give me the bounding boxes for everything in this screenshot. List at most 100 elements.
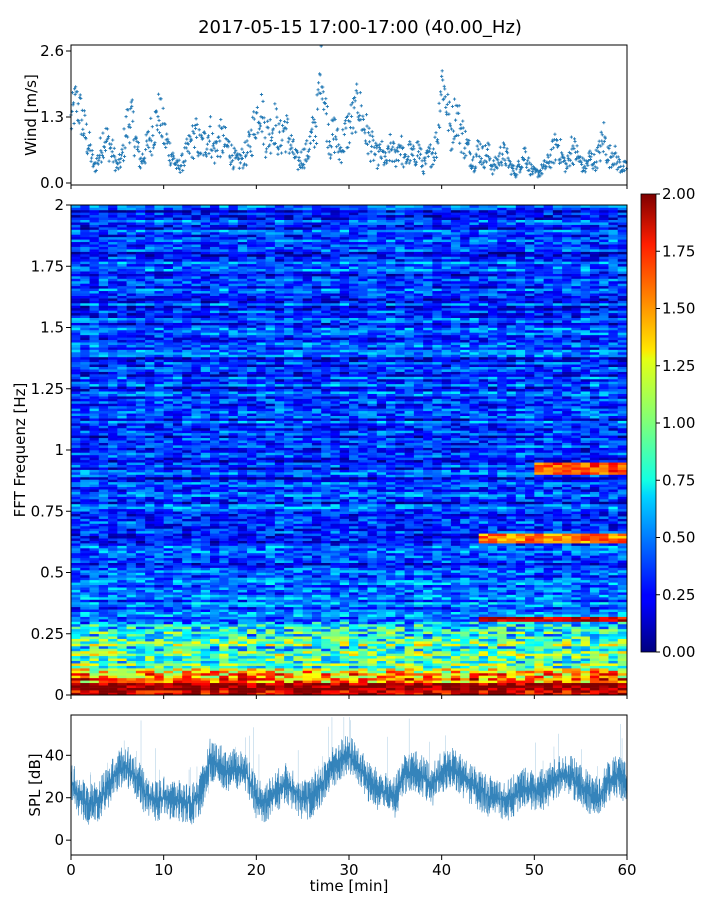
spectrogram-cell <box>617 565 628 568</box>
spectrogram-cell <box>358 631 368 635</box>
spectrogram-cell <box>219 609 229 612</box>
spectrogram-cell <box>413 628 424 632</box>
spectrogram-cell <box>386 631 396 635</box>
spectrogram-cell <box>247 604 257 608</box>
spectrogram-cell <box>589 655 600 659</box>
spectrogram-cell <box>172 562 183 566</box>
spectrogram-cell <box>506 555 517 559</box>
wind-point <box>232 165 236 169</box>
spectrogram-cell <box>441 672 452 676</box>
spectrogram-cell <box>413 665 424 669</box>
spectrogram-cell <box>163 677 174 681</box>
spectrogram-cell <box>589 677 600 681</box>
spectrogram-cell <box>599 562 609 566</box>
spectrogram-cell <box>552 672 563 676</box>
spectrogram-cell <box>237 682 248 686</box>
spectrogram-cell <box>200 648 211 652</box>
spectrogram-cell <box>274 552 285 556</box>
spectrogram-cell <box>247 570 257 573</box>
wind-point <box>191 156 196 161</box>
spectrogram-cell <box>488 594 498 598</box>
spectrogram-cell <box>617 677 628 681</box>
spectrogram-cell <box>358 594 368 598</box>
spectrogram-cell <box>89 548 100 551</box>
spectrogram-cell <box>562 560 572 563</box>
spectrogram-cell <box>562 589 572 593</box>
spectrogram-cell <box>228 677 239 681</box>
spectrogram-cell <box>302 670 313 674</box>
spectrogram-cell <box>497 614 507 617</box>
spectrogram-cell <box>98 650 109 654</box>
wind-point <box>77 121 81 125</box>
spectrogram-cell <box>311 582 322 586</box>
spectrogram-cell <box>488 557 498 561</box>
spectrogram-cell <box>182 560 192 563</box>
spectrogram-cell <box>80 631 90 635</box>
spectrogram-cell <box>135 621 146 625</box>
spectrogram-cell <box>552 619 563 622</box>
spectrogram-cell <box>497 653 507 657</box>
spectrogram-cell <box>302 535 313 539</box>
spectrogram-cell <box>525 682 535 686</box>
spectrogram-cell <box>608 584 619 588</box>
spectrogram-cell <box>108 626 118 630</box>
spectrogram-cell <box>469 677 480 681</box>
spectrogram-cell <box>617 594 628 598</box>
spectrogram-cell <box>311 567 322 571</box>
spectrogram-cell <box>117 623 127 627</box>
spectrogram-cell <box>135 653 146 657</box>
spectrogram-cell <box>228 550 239 554</box>
spectrogram-cell <box>274 670 285 674</box>
spectrogram-cell <box>488 552 498 556</box>
spectrogram-cell <box>339 540 350 544</box>
spectrogram-cell <box>497 540 507 544</box>
spectrogram-cell <box>302 543 313 546</box>
spectrogram-cell <box>172 675 183 679</box>
spectrogram-cell <box>534 560 544 563</box>
spectrogram-cell <box>172 690 183 693</box>
spectrogram-cell <box>321 648 331 652</box>
spectrogram-cell <box>247 668 257 671</box>
spectrogram-cell <box>182 577 192 581</box>
spectrogram-cell <box>367 677 378 681</box>
spectrogram-cell <box>182 687 192 691</box>
spectrogram-cell <box>265 604 276 608</box>
spectrogram-cell <box>172 597 183 600</box>
spectrogram-cell <box>210 597 220 600</box>
spectrogram-cell <box>330 592 341 595</box>
spectrogram-cell <box>210 650 220 654</box>
spectrogram-cell <box>330 672 341 676</box>
spectrogram-cell <box>80 623 90 627</box>
wind-point <box>173 162 178 167</box>
spectrogram-cell <box>534 619 544 622</box>
spectrogram-cell <box>219 680 229 684</box>
spectrogram-cell <box>293 621 303 625</box>
spectrogram-cell <box>284 655 294 659</box>
spectrogram-cell <box>191 548 202 551</box>
spectrogram-cell <box>506 548 517 551</box>
wind-point <box>304 159 308 163</box>
spectrogram-cell <box>182 665 192 669</box>
spectrogram-cell <box>515 616 526 620</box>
spectrogram-cell <box>478 582 489 586</box>
spectrogram-cell <box>219 653 229 657</box>
spectrogram-cell <box>71 592 81 595</box>
spectrogram-cell <box>534 582 544 586</box>
spectrogram-cell <box>367 548 378 551</box>
spectrogram-cell <box>552 616 563 620</box>
spectrogram-cell <box>580 668 591 671</box>
spectrogram-cell <box>330 609 341 612</box>
spectrogram-cell <box>534 653 544 657</box>
spectrogram-cell <box>126 567 137 571</box>
spectrogram-cell <box>330 552 341 556</box>
spectrogram-cell <box>117 621 127 625</box>
spectrogram-cell <box>552 614 563 617</box>
spectrogram-cell <box>339 665 350 669</box>
wind-point <box>308 134 312 139</box>
spectrogram-cell <box>506 567 517 571</box>
wind-point <box>266 119 270 123</box>
spectrogram-cell <box>321 548 331 551</box>
wind-point <box>308 141 312 145</box>
spectrogram-cell <box>589 582 600 586</box>
spectrogram-cell <box>228 648 239 652</box>
